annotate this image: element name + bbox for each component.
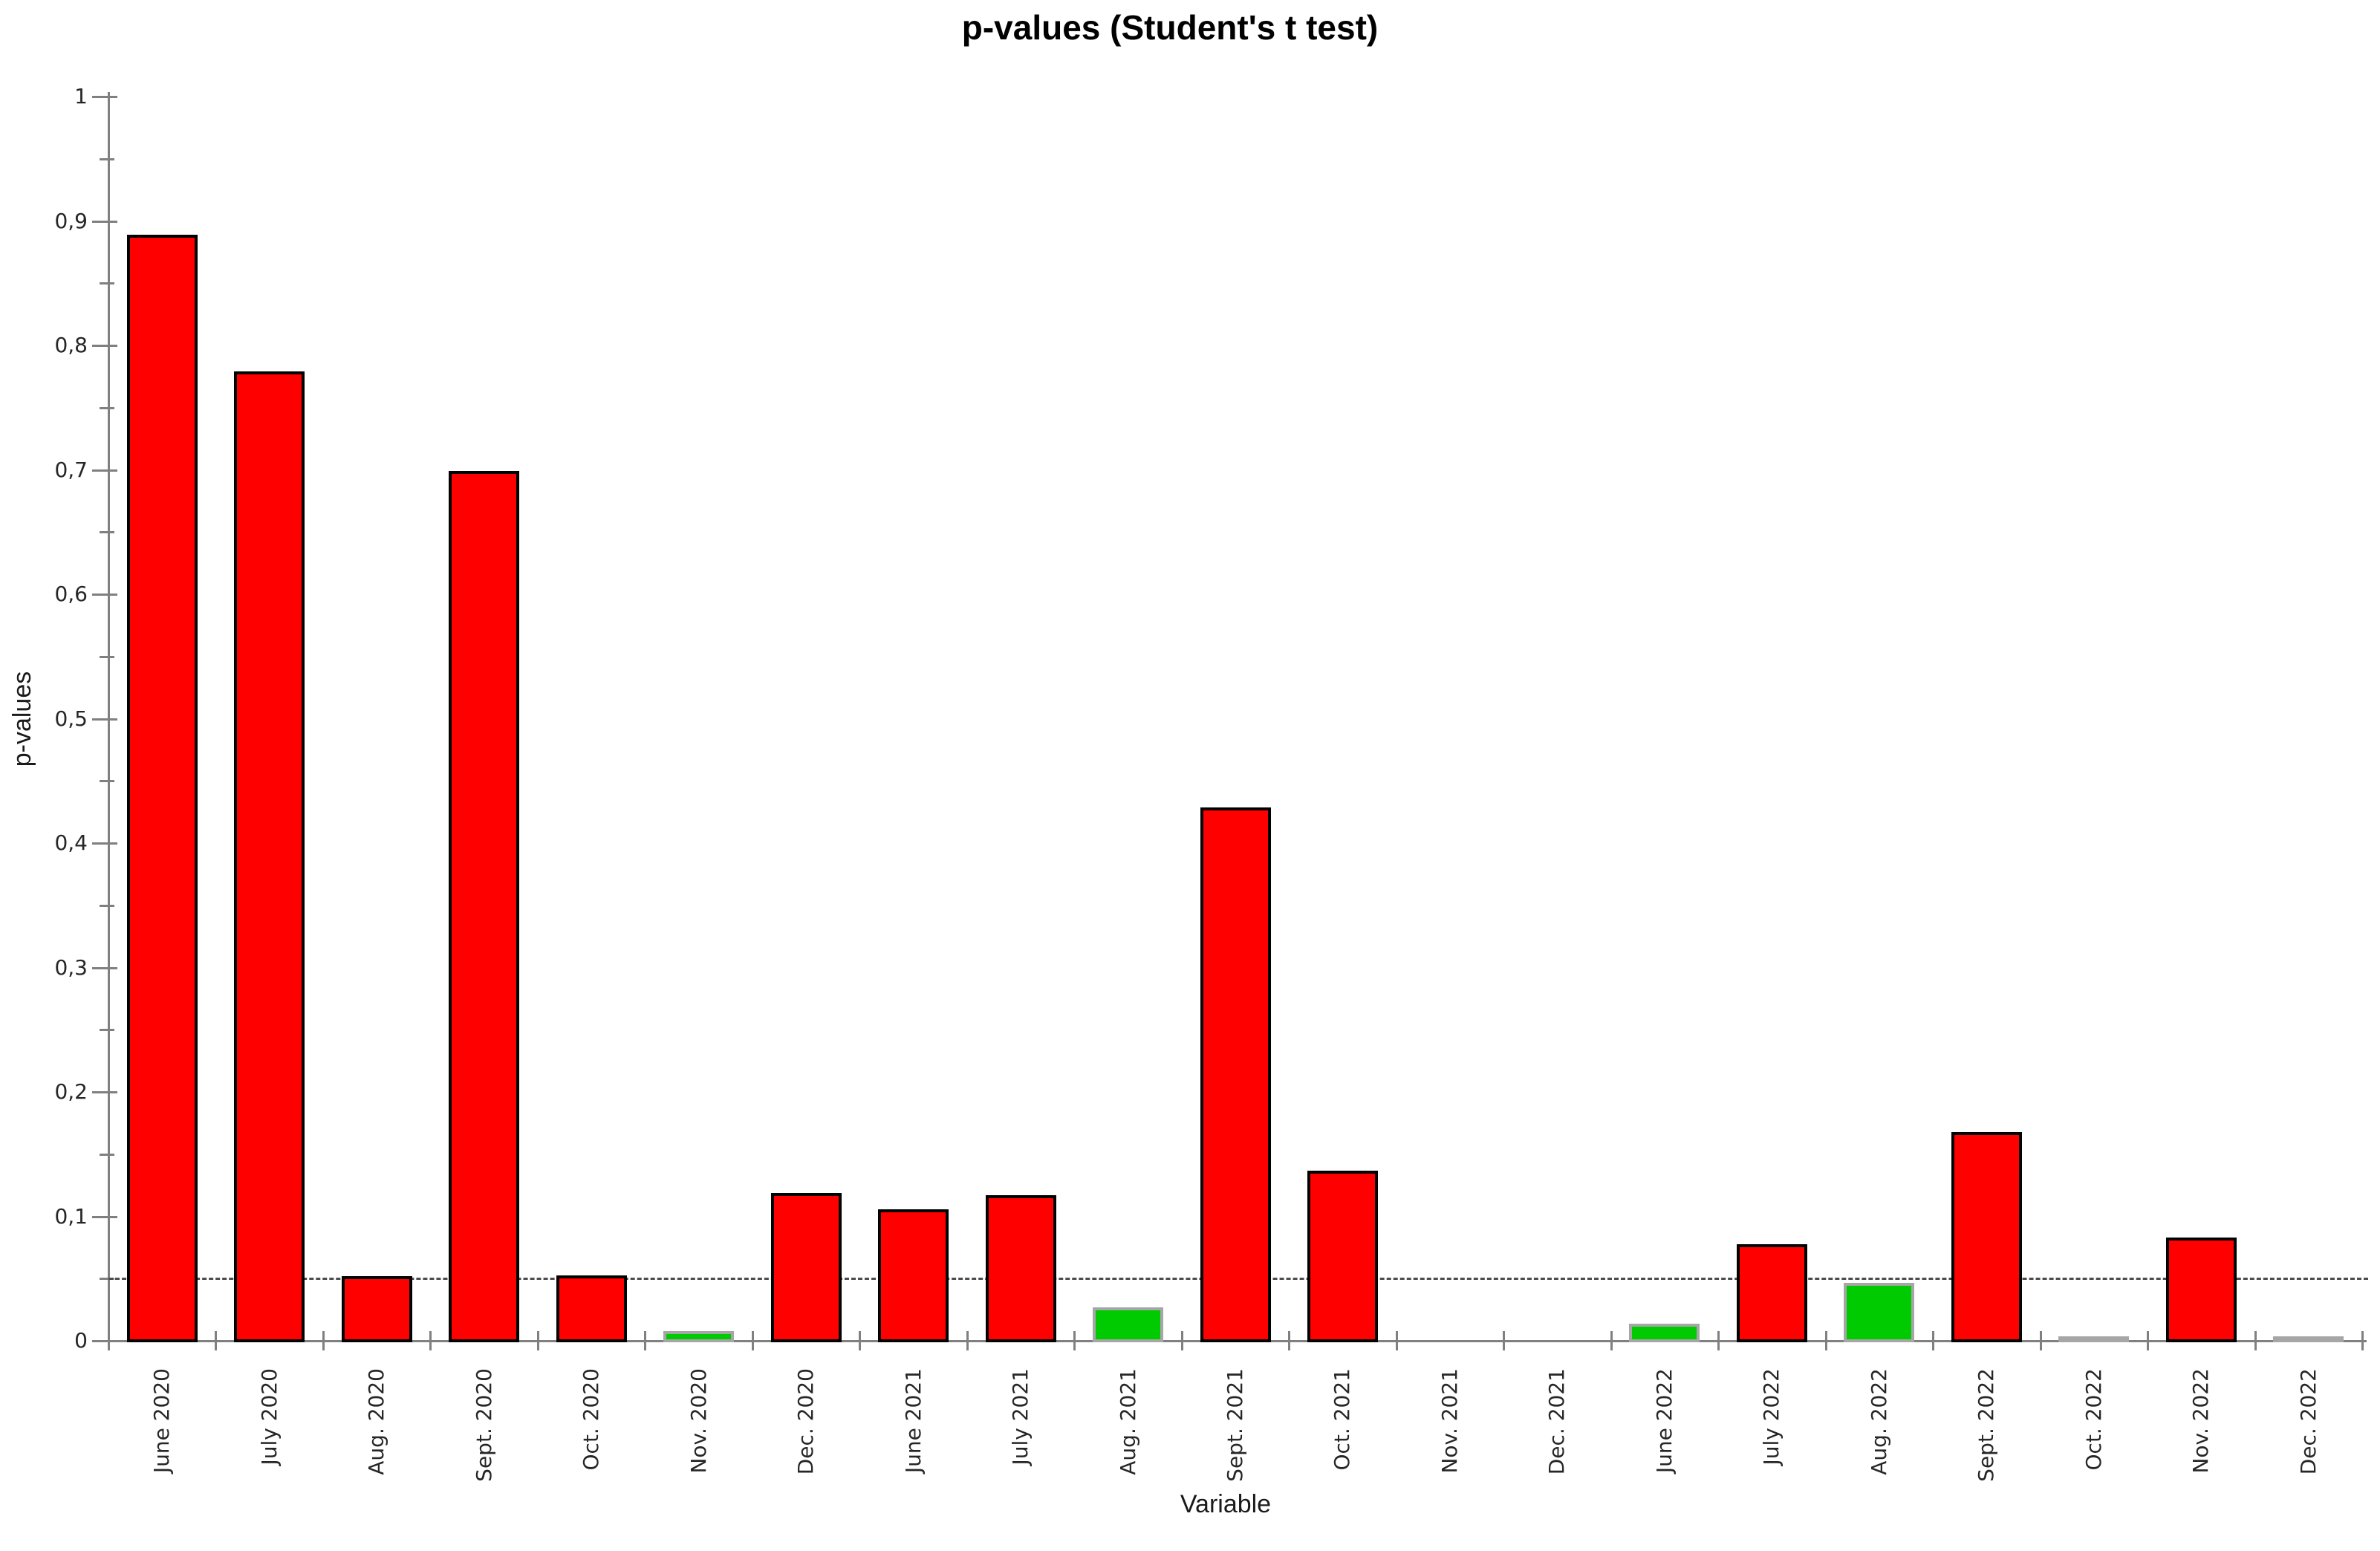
x-category-label-nov-2020: Nov. 2020: [686, 1368, 711, 1474]
bar-oct-2021: [1307, 1171, 1378, 1342]
x-tick: [1395, 1331, 1398, 1350]
bar-june-2022: [1629, 1324, 1700, 1342]
bar-dec-2022: [2273, 1336, 2344, 1342]
bar-sept-2022: [1951, 1132, 2022, 1342]
y-axis-line: [108, 92, 110, 1342]
x-category-label-oct-2022: Oct. 2022: [2081, 1368, 2106, 1471]
bar-oct-2022: [2058, 1336, 2130, 1342]
bar-july-2020: [234, 371, 305, 1342]
x-category-label-july-2020: July 2020: [256, 1368, 282, 1466]
x-tick: [2147, 1331, 2150, 1350]
x-category-label-june-2020: June 2020: [149, 1368, 175, 1474]
x-category-label-aug-2021: Aug. 2021: [1115, 1368, 1140, 1475]
y-tick-label: 1: [74, 84, 88, 108]
y-minor-tick: [100, 904, 114, 907]
x-tick: [1503, 1331, 1506, 1350]
y-tick-label: 0,8: [54, 333, 88, 357]
y-minor-tick: [100, 780, 114, 783]
y-tick-label: 0,9: [54, 208, 88, 233]
y-tick-label: 0,1: [54, 1203, 88, 1229]
x-tick: [536, 1331, 539, 1350]
y-tick-label: 0: [74, 1328, 88, 1353]
y-major-tick: [92, 345, 117, 347]
x-category-label-july-2021: July 2021: [1008, 1368, 1033, 1466]
y-minor-tick: [100, 406, 114, 409]
x-tick: [2254, 1331, 2257, 1350]
x-category-label-june-2022: June 2022: [1651, 1368, 1677, 1474]
y-major-tick: [92, 220, 117, 223]
x-tick: [429, 1331, 432, 1350]
bar-sept-2021: [1200, 807, 1271, 1342]
y-major-tick: [92, 1215, 117, 1218]
bar-june-2020: [126, 235, 198, 1342]
y-tick-label: 0,2: [54, 1079, 88, 1104]
x-tick: [1932, 1331, 1935, 1350]
x-category-label-july-2022: July 2022: [1759, 1368, 1784, 1466]
x-category-label-sept-2020: Sept. 2020: [471, 1368, 496, 1482]
x-tick: [859, 1331, 862, 1350]
x-tick: [1073, 1331, 1076, 1350]
x-tick: [108, 1331, 110, 1350]
bar-dec-2020: [770, 1193, 842, 1342]
y-major-tick: [92, 594, 117, 596]
y-minor-tick: [100, 157, 114, 160]
x-tick: [1180, 1331, 1183, 1350]
bar-aug-2021: [1093, 1307, 1164, 1342]
bar-nov-2022: [2165, 1238, 2237, 1342]
bar-june-2021: [878, 1209, 949, 1342]
x-category-label-nov-2021: Nov. 2021: [1437, 1368, 1462, 1474]
bar-july-2022: [1736, 1244, 1807, 1342]
y-major-tick: [92, 842, 117, 845]
x-category-label-nov-2022: Nov. 2022: [2188, 1368, 2214, 1474]
y-minor-tick: [100, 1278, 114, 1281]
y-tick-label: 0,3: [54, 955, 88, 980]
x-category-label-june-2021: June 2021: [900, 1368, 926, 1474]
x-category-label-sept-2022: Sept. 2022: [1974, 1368, 1999, 1482]
x-tick: [1610, 1331, 1613, 1350]
x-tick: [644, 1331, 647, 1350]
x-category-label-oct-2021: Oct. 2021: [1330, 1368, 1355, 1471]
bar-aug-2022: [1844, 1283, 1915, 1342]
x-tick: [2039, 1331, 2042, 1350]
x-category-label-dec-2021: Dec. 2021: [1544, 1368, 1570, 1475]
y-minor-tick: [100, 531, 114, 534]
x-tick: [751, 1331, 754, 1350]
y-tick-label: 0,4: [54, 830, 88, 855]
x-category-label-dec-2020: Dec. 2020: [793, 1368, 819, 1475]
x-tick: [1288, 1331, 1291, 1350]
bar-july-2021: [985, 1195, 1056, 1342]
x-tick: [1824, 1331, 1827, 1350]
x-category-label-aug-2022: Aug. 2022: [1866, 1368, 1891, 1475]
y-minor-tick: [100, 1153, 114, 1156]
y-minor-tick: [100, 655, 114, 658]
y-major-tick: [92, 966, 117, 969]
bar-oct-2020: [556, 1275, 627, 1342]
y-major-tick: [92, 469, 117, 472]
y-tick-label: 0,7: [54, 457, 88, 482]
x-category-label-dec-2022: Dec. 2022: [2295, 1368, 2321, 1475]
bar-nov-2020: [663, 1331, 735, 1342]
x-tick: [2361, 1331, 2364, 1350]
x-axis-title: Variable: [1180, 1490, 1272, 1518]
bar-aug-2020: [341, 1276, 412, 1342]
x-category-label-aug-2020: Aug. 2020: [364, 1368, 389, 1475]
y-tick-label: 0,6: [54, 582, 88, 606]
chart-title: p-values (Student's t test): [961, 8, 1379, 47]
x-tick: [215, 1331, 218, 1350]
y-tick-label: 0,5: [54, 706, 88, 731]
y-major-tick: [92, 1091, 117, 1093]
y-minor-tick: [100, 282, 114, 285]
x-category-label-sept-2021: Sept. 2021: [1223, 1368, 1247, 1482]
x-tick: [1717, 1331, 1720, 1350]
y-major-tick: [92, 718, 117, 721]
bar-sept-2020: [449, 471, 520, 1342]
y-major-tick: [92, 1340, 117, 1342]
y-minor-tick: [100, 1029, 114, 1032]
x-category-label-oct-2020: Oct. 2020: [579, 1368, 604, 1471]
x-tick: [966, 1331, 969, 1350]
x-tick: [322, 1331, 325, 1350]
y-major-tick: [92, 96, 117, 98]
